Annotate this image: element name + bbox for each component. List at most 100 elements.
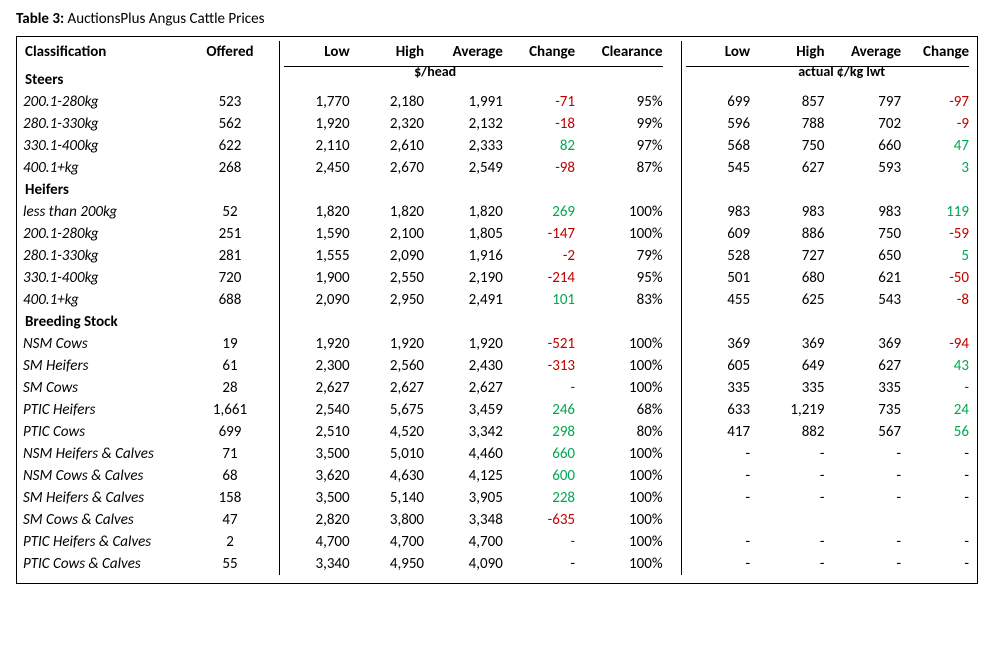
cell-offered: 61 — [196, 355, 264, 377]
cell-high-lwt: - — [754, 531, 828, 553]
cell-high-lwt: 335 — [754, 377, 828, 399]
section-name: Steers — [21, 69, 264, 91]
table-row: SM Cows282,6272,6272,627-100%335335335- — [21, 377, 973, 399]
cell-avg-lwt: 567 — [829, 421, 906, 443]
cell-low-head: 2,627 — [279, 377, 353, 399]
cell-low-lwt: 596 — [682, 113, 754, 135]
cell-classification: SM Cows & Calves — [21, 509, 196, 531]
cell-avg-head: 2,491 — [428, 289, 507, 311]
cell-classification: PTIC Cows & Calves — [21, 553, 196, 575]
cell-avg-lwt: 797 — [829, 91, 906, 113]
cell-avg-head: 4,090 — [428, 553, 507, 575]
cell-clearance: 87% — [579, 157, 667, 179]
hdr-low-head: Low — [279, 41, 353, 63]
table-row: 400.1+kg2682,4502,6702,549-9887%54562759… — [21, 157, 973, 179]
cell-low-head: 1,555 — [279, 245, 353, 267]
cell-high-head: 2,950 — [354, 289, 428, 311]
hdr-average-lwt: Average — [829, 41, 906, 63]
cell-change-head: - — [507, 531, 579, 553]
cell-low-lwt: 369 — [682, 333, 754, 355]
cell-change-head: -313 — [507, 355, 579, 377]
cell-offered: 158 — [196, 487, 264, 509]
cell-avg-head: 2,627 — [428, 377, 507, 399]
table-row: SM Heifers612,3002,5602,430-313100%60564… — [21, 355, 973, 377]
cell-classification: 330.1-400kg — [21, 135, 196, 157]
cell-high-lwt: 1,219 — [754, 399, 828, 421]
cell-high-lwt: 627 — [754, 157, 828, 179]
cell-low-head: 2,820 — [279, 509, 353, 531]
cell-clearance: 95% — [579, 267, 667, 289]
cell-classification: 400.1+kg — [21, 289, 196, 311]
cell-low-head: 1,770 — [279, 91, 353, 113]
cell-clearance: 100% — [579, 465, 667, 487]
cell-low-lwt: 545 — [682, 157, 754, 179]
cell-high-lwt: 369 — [754, 333, 828, 355]
cell-high-lwt: 886 — [754, 223, 828, 245]
cell-clearance: 100% — [579, 223, 667, 245]
cell-high-head: 4,630 — [354, 465, 428, 487]
cell-low-head: 2,090 — [279, 289, 353, 311]
table-row: 330.1-400kg6222,1102,6102,3338297%568750… — [21, 135, 973, 157]
cell-avg-lwt: 627 — [829, 355, 906, 377]
cell-offered: 2 — [196, 531, 264, 553]
cell-classification: PTIC Heifers — [21, 399, 196, 421]
cell-avg-lwt: 369 — [829, 333, 906, 355]
section-name: Breeding Stock — [21, 311, 264, 333]
cell-avg-lwt: 750 — [829, 223, 906, 245]
table-row: less than 200kg521,8201,8201,820269100%9… — [21, 201, 973, 223]
cell-change-head: -635 — [507, 509, 579, 531]
cell-change-head: -147 — [507, 223, 579, 245]
cell-classification: NSM Cows & Calves — [21, 465, 196, 487]
cell-change-lwt: 56 — [905, 421, 973, 443]
header-row: Classification Offered Low High Average … — [21, 41, 973, 63]
cell-high-head: 4,520 — [354, 421, 428, 443]
cell-change-head: -71 — [507, 91, 579, 113]
cell-low-head: 1,900 — [279, 267, 353, 289]
section-name: Heifers — [21, 179, 264, 201]
unit-head: $/head — [414, 63, 456, 80]
cell-offered: 251 — [196, 223, 264, 245]
cell-avg-lwt: 593 — [829, 157, 906, 179]
cell-clearance: 83% — [579, 289, 667, 311]
cell-classification: NSM Heifers & Calves — [21, 443, 196, 465]
cell-avg-head: 2,333 — [428, 135, 507, 157]
cell-avg-head: 1,991 — [428, 91, 507, 113]
table-row: 200.1-280kg5231,7702,1801,991-7195%69985… — [21, 91, 973, 113]
cell-offered: 688 — [196, 289, 264, 311]
cell-clearance: 97% — [579, 135, 667, 157]
cell-high-lwt: - — [754, 487, 828, 509]
cell-avg-head: 3,342 — [428, 421, 507, 443]
hdr-average-head: Average — [428, 41, 507, 63]
cell-low-lwt: - — [682, 553, 754, 575]
cell-avg-head: 1,920 — [428, 333, 507, 355]
cell-low-lwt: 983 — [682, 201, 754, 223]
cell-change-head: 660 — [507, 443, 579, 465]
cell-offered: 28 — [196, 377, 264, 399]
cell-high-lwt: 750 — [754, 135, 828, 157]
cell-change-head: -521 — [507, 333, 579, 355]
cell-avg-lwt: 621 — [829, 267, 906, 289]
cell-high-head: 5,010 — [354, 443, 428, 465]
cell-low-head: 1,920 — [279, 113, 353, 135]
cell-change-head: -214 — [507, 267, 579, 289]
cell-high-head: 2,090 — [354, 245, 428, 267]
table-title: Table 3: AuctionsPlus Angus Cattle Price… — [16, 10, 978, 28]
cell-low-lwt: 699 — [682, 91, 754, 113]
cell-low-lwt: 528 — [682, 245, 754, 267]
cell-low-lwt: 335 — [682, 377, 754, 399]
cell-high-lwt: 882 — [754, 421, 828, 443]
cell-high-head: 1,920 — [354, 333, 428, 355]
cell-avg-head: 4,700 — [428, 531, 507, 553]
cell-change-head: - — [507, 553, 579, 575]
cell-change-lwt: 3 — [905, 157, 973, 179]
cell-offered: 55 — [196, 553, 264, 575]
cell-classification: less than 200kg — [21, 201, 196, 223]
hdr-low-lwt: Low — [682, 41, 754, 63]
cell-avg-lwt: - — [829, 531, 906, 553]
cell-clearance: 100% — [579, 531, 667, 553]
cell-offered: 562 — [196, 113, 264, 135]
cell-change-lwt: - — [905, 553, 973, 575]
cell-high-head: 3,800 — [354, 509, 428, 531]
cell-clearance: 100% — [579, 201, 667, 223]
cell-high-head: 5,140 — [354, 487, 428, 509]
